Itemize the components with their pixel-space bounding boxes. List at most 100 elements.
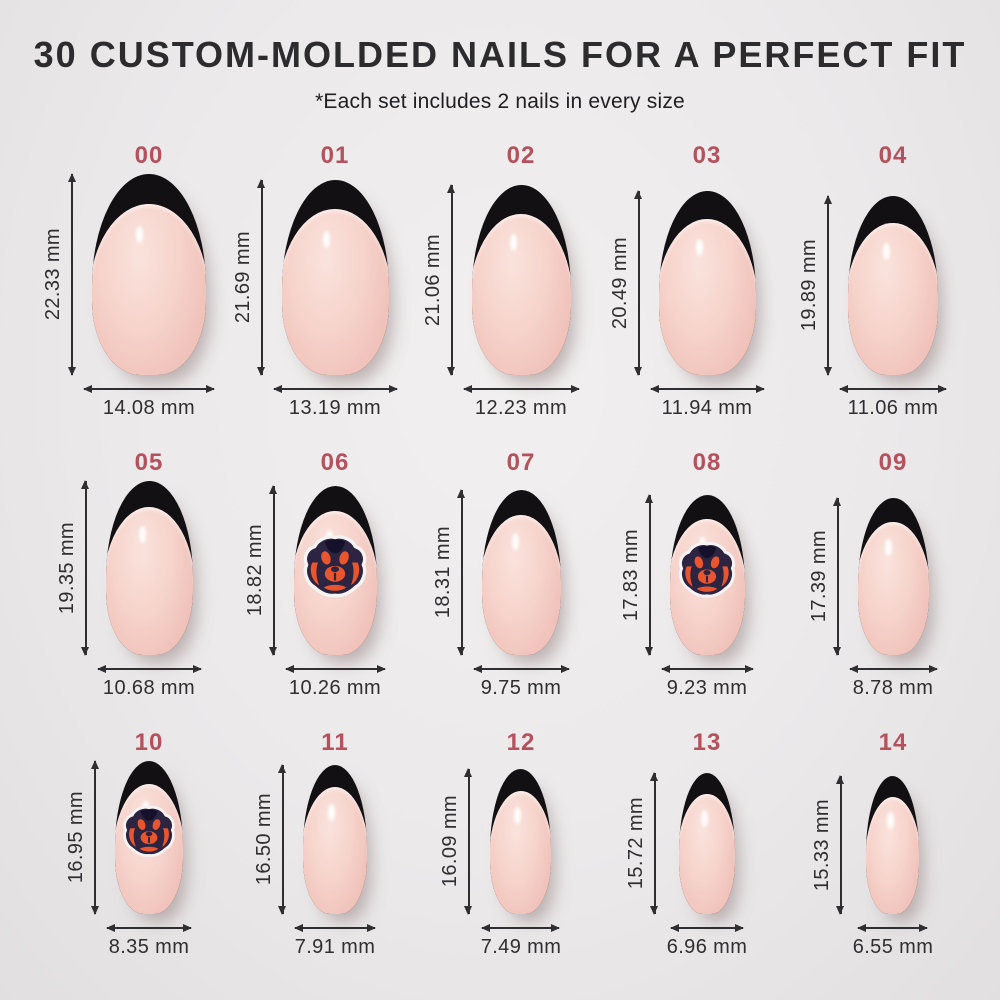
- height-measure: 21.06 mm: [422, 184, 464, 376]
- size-number: 07: [506, 449, 536, 476]
- nail-column: 05 10.68 mm: [96, 449, 202, 699]
- nail-shine-highlight: [700, 809, 708, 827]
- nail-pink-body: [658, 218, 756, 375]
- vertical-double-arrow: [90, 760, 99, 915]
- height-measure: 22.33 mm: [42, 173, 84, 376]
- horizontal-double-arrow: [660, 664, 754, 673]
- nail-size-cell: 19.35 mm 05 10.68 mm: [40, 449, 216, 699]
- nail-image: [293, 486, 377, 655]
- height-measure: 21.69 mm: [232, 179, 274, 376]
- vertical-double-arrow: [836, 775, 845, 915]
- size-number: 00: [134, 142, 164, 169]
- nail-pink-body: [490, 790, 552, 914]
- height-measure-label: 16.09 mm: [438, 795, 461, 888]
- height-measure: 19.35 mm: [56, 480, 98, 656]
- horizontal-double-arrow: [462, 384, 580, 393]
- nail-pink-body: [848, 222, 938, 375]
- nail-pink-body: [92, 204, 206, 375]
- size-number: 04: [878, 142, 908, 169]
- nail-column: 08: [660, 449, 754, 699]
- size-number: 12: [506, 729, 536, 756]
- nail-measure-group: 16.50 mm 11 7.91 mm: [253, 729, 376, 958]
- height-measure: 16.95 mm: [65, 760, 107, 915]
- height-measure-label: 15.72 mm: [624, 797, 647, 890]
- height-measure-label: 16.95 mm: [65, 791, 87, 884]
- nail-measure-group: 17.39 mm 09 8.78 mm: [808, 449, 938, 699]
- nail-measure-group: 21.69 mm 01 13.19 mm: [232, 142, 398, 419]
- nail-measure-group: 19.89 mm 04 11.06 mm: [798, 142, 947, 419]
- size-number: 02: [506, 142, 536, 169]
- nail-pink-body: [105, 507, 193, 655]
- nail-size-cell: 19.89 mm 04 11.06 mm: [784, 142, 960, 419]
- nail-size-cell: 16.09 mm 12 7.49 mm: [412, 729, 588, 958]
- width-measure-label: 8.78 mm: [852, 677, 934, 699]
- nail-shine-highlight: [696, 238, 704, 256]
- width-measure-label: 9.23 mm: [666, 677, 748, 699]
- nail-column: 10: [106, 729, 192, 958]
- vertical-double-arrow: [81, 480, 89, 656]
- nail-size-cell: 20.49 mm 03 11.94 mm: [598, 142, 774, 419]
- bear-decal-icon: [301, 533, 369, 599]
- nail-image: [857, 498, 929, 655]
- size-number: 01: [320, 142, 350, 169]
- nail-measure-group: 17.83 mm 08: [620, 449, 754, 699]
- width-measure-label: 12.23 mm: [474, 397, 568, 419]
- horizontal-double-arrow: [649, 384, 765, 393]
- horizontal-double-arrow: [284, 664, 386, 673]
- nail-measure-group: 15.72 mm 13 6.96 mm: [625, 729, 748, 958]
- nail-image: [866, 776, 920, 914]
- height-measure: 16.50 mm: [252, 764, 295, 915]
- width-measure-label: 8.35 mm: [108, 936, 190, 958]
- nail-shine-highlight: [512, 532, 520, 550]
- height-measure-label: 22.33 mm: [42, 228, 64, 321]
- nail-shine-highlight: [514, 806, 522, 824]
- nail-measure-group: 22.33 mm 00 14.08 mm: [42, 142, 215, 419]
- height-measure: 20.49 mm: [608, 190, 651, 376]
- nail-shine-highlight: [510, 234, 518, 252]
- vertical-double-arrow: [257, 179, 265, 376]
- nail-size-cell: 22.33 mm 00 14.08 mm: [40, 142, 216, 419]
- height-measure: 16.09 mm: [438, 768, 481, 915]
- nail-measure-group: 21.06 mm 02 12.23 mm: [422, 142, 580, 419]
- nail-column: 03 11.94 mm: [649, 142, 765, 419]
- nail-size-cell: 21.06 mm 02 12.23 mm: [412, 142, 588, 419]
- horizontal-double-arrow: [272, 384, 398, 393]
- nail-size-cell: 16.95 mm 10: [40, 729, 216, 958]
- horizontal-double-arrow: [481, 923, 561, 932]
- height-measure: 18.82 mm: [244, 485, 286, 656]
- size-number: 11: [321, 729, 349, 756]
- height-measure: 17.39 mm: [808, 497, 850, 656]
- bear-decal-icon: [121, 804, 177, 858]
- nail-column: 09 8.78 mm: [848, 449, 938, 699]
- nail-size-cell: 18.31 mm 07 9.75 mm: [412, 449, 588, 699]
- nail-size-cell: 17.83 mm 08: [598, 449, 774, 699]
- height-measure-label: 15.33 mm: [810, 798, 833, 892]
- nail-column: 04 11.06 mm: [839, 142, 947, 419]
- nail-measure-group: 19.35 mm 05 10.68 mm: [56, 449, 202, 699]
- nail-measure-group: 18.31 mm 07 9.75 mm: [432, 449, 570, 699]
- width-measure-label: 7.49 mm: [480, 936, 562, 958]
- nail-image: [678, 773, 735, 914]
- horizontal-double-arrow: [106, 923, 192, 932]
- nail-column: 02 12.23 mm: [462, 142, 580, 419]
- nail-size-cell: 15.72 mm 13 6.96 mm: [598, 729, 774, 958]
- height-measure-label: 20.49 mm: [608, 236, 631, 330]
- width-measure-label: 10.26 mm: [288, 677, 382, 699]
- nail-image: [92, 174, 206, 375]
- height-measure-label: 16.50 mm: [252, 793, 275, 886]
- size-number: 10: [134, 729, 164, 756]
- nail-image: [490, 769, 552, 914]
- nail-shine-highlight: [883, 242, 891, 260]
- horizontal-double-arrow: [669, 923, 744, 932]
- nail-row: 22.33 mm 00 14.08 mm 21.69 mm 01: [40, 142, 960, 419]
- nail-image: [302, 765, 367, 914]
- nail-size-cell: 18.82 mm 06: [226, 449, 402, 699]
- size-number: 05: [134, 449, 164, 476]
- nail-row: 19.35 mm 05 10.68 mm 18.82 mm 06: [40, 449, 960, 699]
- horizontal-double-arrow: [848, 664, 938, 673]
- horizontal-double-arrow: [83, 384, 215, 393]
- nail-shine-highlight: [136, 226, 144, 244]
- nail-shine-highlight: [327, 803, 335, 821]
- nail-column: 13 6.96 mm: [667, 729, 748, 958]
- nail-pink-body: [281, 209, 389, 375]
